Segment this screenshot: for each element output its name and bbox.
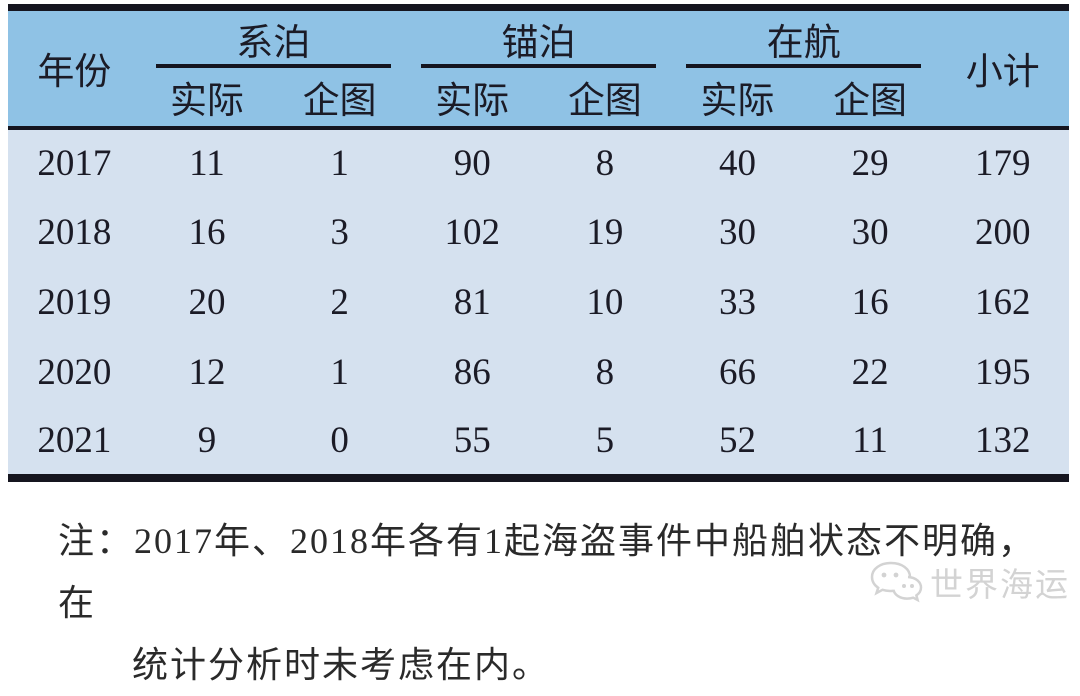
column-group-moored: 系泊 bbox=[140, 7, 406, 68]
watermark: 世界海运 bbox=[868, 558, 1070, 606]
cell-subtotal: 200 bbox=[936, 197, 1069, 268]
cell-value: 1 bbox=[273, 127, 406, 198]
cell-subtotal: 195 bbox=[936, 337, 1069, 408]
cell-value: 52 bbox=[671, 407, 804, 478]
cell-value: 10 bbox=[538, 267, 672, 338]
subheader-anchored-attempted: 企图 bbox=[538, 67, 672, 130]
cell-value: 16 bbox=[140, 197, 274, 268]
header-group-row: 年份 系泊 锚泊 在航 小计 bbox=[8, 7, 1069, 130]
cell-value: 30 bbox=[803, 197, 937, 268]
table-row-2021: 2021 9 0 55 5 52 11 132 bbox=[8, 407, 1069, 478]
footnote-line-2: 统计分析时未考虑在内。 bbox=[132, 645, 551, 685]
watermark-label: 世界海运 bbox=[930, 568, 1070, 604]
table-body: 2017 11 1 90 8 40 29 179 2018 16 3 102 1… bbox=[8, 127, 1069, 478]
cell-year: 2017 bbox=[8, 127, 141, 198]
cell-value: 2 bbox=[273, 267, 406, 338]
column-header-subtotal: 小计 bbox=[936, 7, 1069, 130]
subheader-moored-attempted: 企图 bbox=[273, 67, 406, 130]
subheader-underway-attempted: 企图 bbox=[803, 67, 937, 130]
subheader-moored-actual: 实际 bbox=[140, 67, 274, 130]
cell-subtotal: 179 bbox=[936, 127, 1069, 198]
table-row-2018: 2018 16 3 102 19 30 30 200 bbox=[8, 197, 1069, 268]
table-row-2019: 2019 20 2 81 10 33 16 162 bbox=[8, 267, 1069, 338]
header-sub-row: 实际 企图 实际 企图 实际 企图 bbox=[8, 67, 1069, 130]
subheader-underway-actual: 实际 bbox=[671, 67, 804, 130]
cell-value: 86 bbox=[405, 337, 539, 408]
cell-year: 2019 bbox=[8, 267, 141, 338]
footnote-text-1: 2017年、2018年各有1起海盗事件中船舶状态不明确，在 bbox=[58, 521, 1037, 623]
cell-subtotal: 132 bbox=[936, 407, 1069, 478]
cell-value: 8 bbox=[538, 127, 672, 198]
cell-value: 11 bbox=[140, 127, 274, 198]
subheader-anchored-actual: 实际 bbox=[405, 67, 539, 130]
cell-value: 9 bbox=[140, 407, 274, 478]
column-header-year: 年份 bbox=[8, 7, 141, 130]
cell-value: 30 bbox=[671, 197, 804, 268]
table-row-2017: 2017 11 1 90 8 40 29 179 bbox=[8, 127, 1069, 198]
table-header: 年份 系泊 锚泊 在航 小计 实际 企图 实际 企图 实际 企图 bbox=[8, 7, 1069, 130]
footnote-prefix: 注： bbox=[58, 521, 135, 561]
cell-value: 5 bbox=[538, 407, 672, 478]
footnote-line-1: 注：2017年、2018年各有1起海盗事件中船舶状态不明确，在 bbox=[58, 510, 1048, 634]
piracy-incidents-table: 年份 系泊 锚泊 在航 小计 实际 企图 实际 企图 实际 企图 2017 11… bbox=[8, 4, 1069, 482]
cell-value: 29 bbox=[803, 127, 937, 198]
cell-subtotal: 162 bbox=[936, 267, 1069, 338]
cell-value: 22 bbox=[803, 337, 937, 408]
cell-value: 90 bbox=[405, 127, 539, 198]
cell-value: 20 bbox=[140, 267, 274, 338]
statistics-table: 年份 系泊 锚泊 在航 小计 实际 企图 实际 企图 实际 企图 2017 11… bbox=[8, 4, 1069, 482]
cell-value: 3 bbox=[273, 197, 406, 268]
cell-value: 1 bbox=[273, 337, 406, 408]
cell-value: 66 bbox=[671, 337, 804, 408]
cell-value: 11 bbox=[803, 407, 937, 478]
cell-year: 2020 bbox=[8, 337, 141, 408]
column-group-anchored: 锚泊 bbox=[405, 7, 672, 68]
wechat-icon bbox=[870, 561, 923, 603]
cell-value: 81 bbox=[405, 267, 539, 338]
cell-value: 55 bbox=[405, 407, 539, 478]
table-row-2020: 2020 12 1 86 8 66 22 195 bbox=[8, 337, 1069, 408]
cell-value: 16 bbox=[803, 267, 937, 338]
cell-year: 2018 bbox=[8, 197, 141, 268]
cell-value: 102 bbox=[405, 197, 539, 268]
column-group-underway: 在航 bbox=[671, 7, 937, 68]
cell-value: 8 bbox=[538, 337, 672, 408]
cell-value: 40 bbox=[671, 127, 804, 198]
cell-value: 33 bbox=[671, 267, 804, 338]
cell-year: 2021 bbox=[8, 407, 141, 478]
cell-value: 19 bbox=[538, 197, 672, 268]
cell-value: 0 bbox=[273, 407, 406, 478]
cell-value: 12 bbox=[140, 337, 274, 408]
